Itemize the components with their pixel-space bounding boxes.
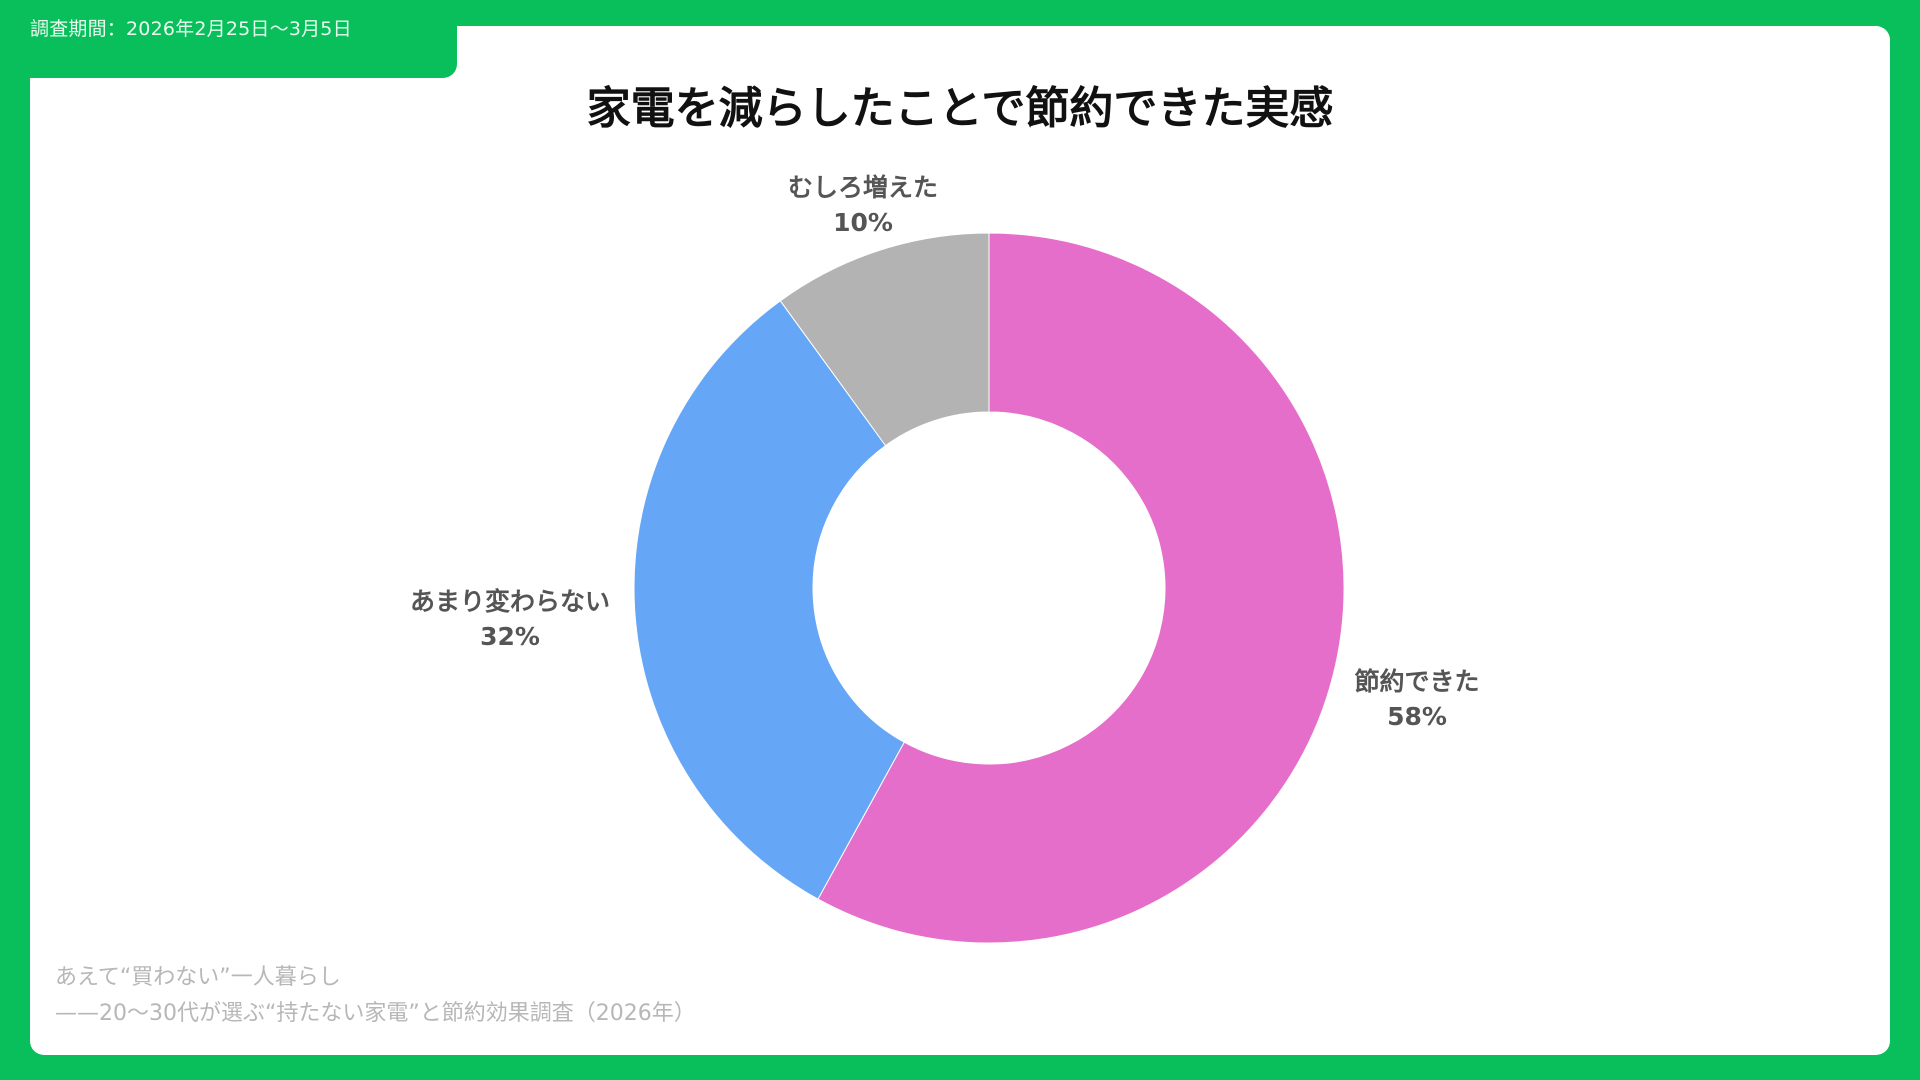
source-footer: あえて“買わない”一人暮らし ——20〜30代が選ぶ“持たない家電”と節約効果調… xyxy=(55,960,696,1032)
chart-title: 家電を減らしたことで節約できた実感 xyxy=(586,83,1334,134)
label-same: あまり変わらない 32% xyxy=(410,584,610,654)
slice-increased xyxy=(779,232,990,447)
label-same-name: あまり変わらない xyxy=(409,587,611,616)
label-saved-value: 58% xyxy=(1387,702,1447,731)
slice-same xyxy=(633,300,905,900)
source-line-2: ——20〜30代が選ぶ“持たない家電”と節約効果調査（2026年） xyxy=(55,1001,696,1026)
slice-saved xyxy=(817,232,1345,944)
source-line-1: あえて“買わない”一人暮らし xyxy=(55,965,341,990)
survey-period: 調査期間：2026年2月25日〜3月5日 xyxy=(30,18,352,40)
label-increased-value: 10% xyxy=(833,208,893,237)
label-saved: 節約できた 58% xyxy=(1354,664,1479,734)
period-tab xyxy=(30,26,457,78)
label-increased: むしろ増えた 10% xyxy=(788,170,938,240)
label-same-value: 32% xyxy=(480,622,540,651)
label-increased-name: むしろ増えた xyxy=(787,173,939,202)
label-saved-name: 節約できた xyxy=(1354,667,1480,696)
